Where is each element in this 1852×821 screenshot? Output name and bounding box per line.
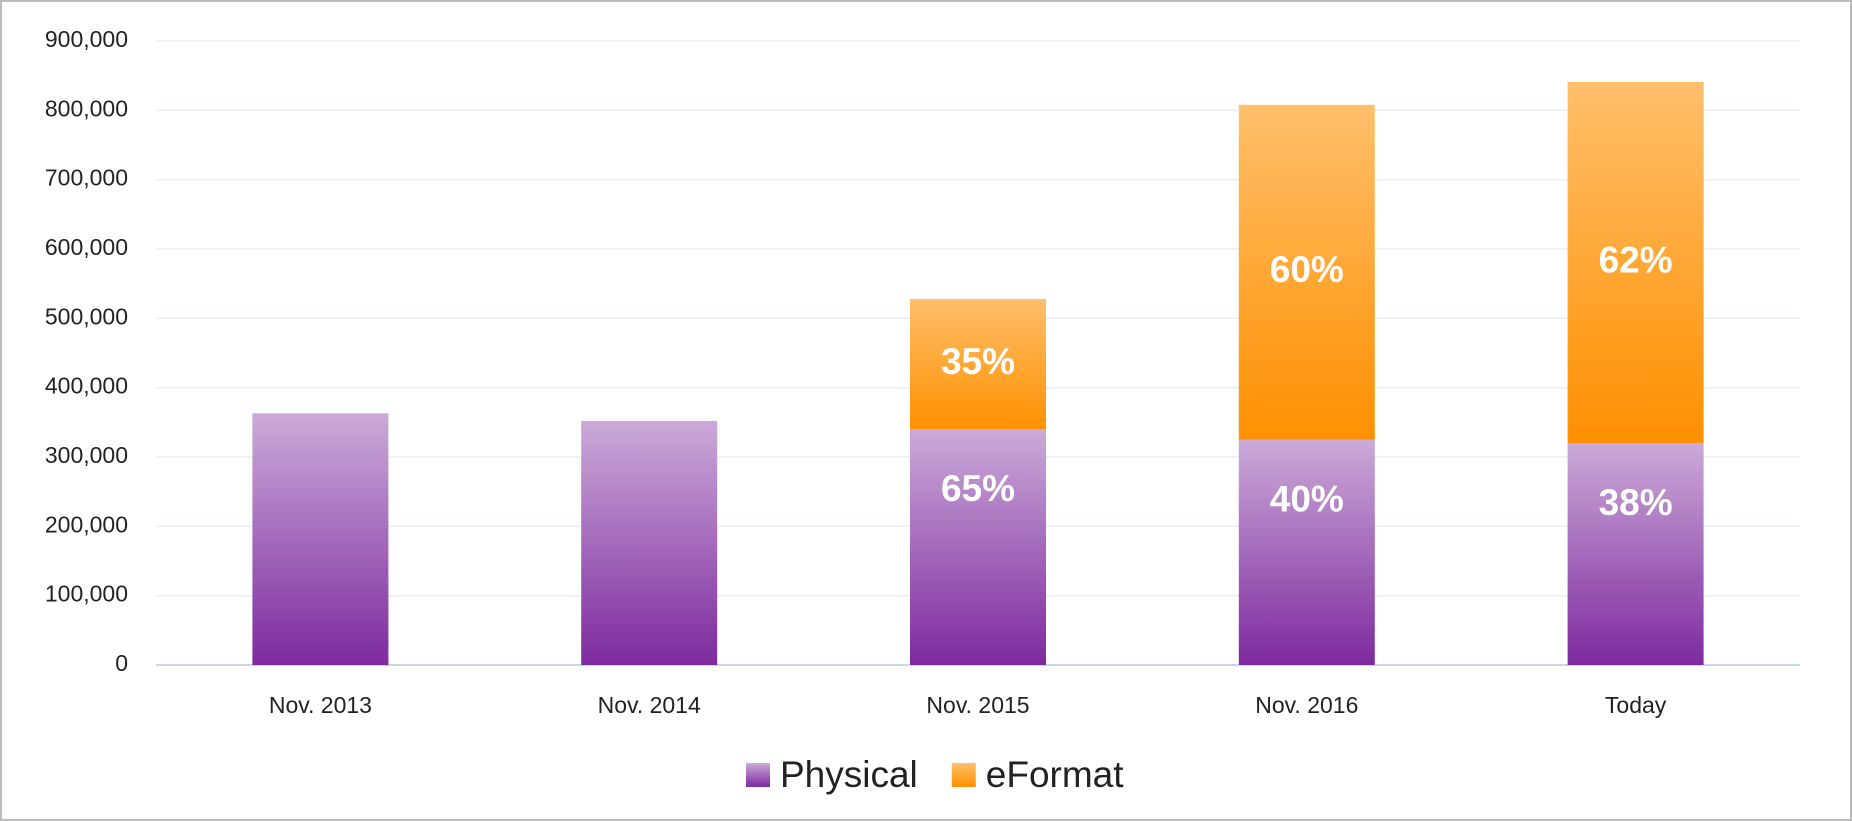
legend-swatch [951,763,976,787]
legend-label: eFormat [986,754,1124,795]
y-tick-label: 800,000 [45,95,128,121]
y-tick-label: 600,000 [45,234,128,260]
y-tick-label: 100,000 [45,581,128,607]
bar [581,420,718,665]
bar [910,298,1046,430]
bar [910,429,1046,665]
bar [1238,104,1375,440]
y-tick-label: 400,000 [45,373,128,399]
y-tick-label: 300,000 [45,442,128,468]
data-label: 60% [1270,249,1344,290]
y-tick-label: 700,000 [45,165,128,191]
bar [252,413,389,665]
data-label: 40% [1270,478,1344,519]
x-tick-label: Nov. 2016 [1255,692,1358,718]
y-tick-label: 900,000 [45,26,128,52]
bar [1567,81,1704,444]
bar [1567,443,1704,665]
data-label: 38% [1599,482,1673,523]
y-tick-label: 500,000 [45,303,128,329]
x-tick-label: Nov. 2013 [269,692,372,718]
data-label: 35% [941,341,1015,382]
x-tick-label: Today [1605,692,1667,718]
x-tick-label: Nov. 2014 [598,692,701,718]
bar [1238,439,1375,665]
legend-swatch [746,763,770,787]
legend-label: Physical [780,754,918,795]
data-label: 65% [941,468,1015,509]
x-tick-label: Nov. 2015 [926,692,1029,718]
y-tick-label: 0 [115,650,128,676]
data-label: 62% [1599,239,1673,280]
y-tick-label: 200,000 [45,511,128,537]
